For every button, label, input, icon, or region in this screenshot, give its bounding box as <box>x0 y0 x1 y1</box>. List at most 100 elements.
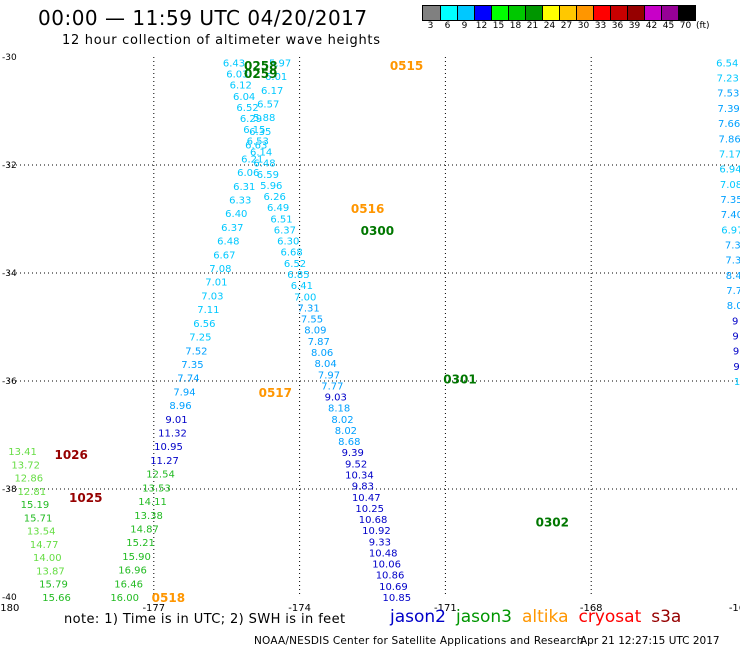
wave-height-value: 8.04 <box>314 359 336 370</box>
wave-height-value: 8.0 <box>727 301 740 312</box>
legend-swatch <box>661 6 678 20</box>
pass-time-label: 0516 <box>351 202 384 216</box>
wave-height-value: 6.56 <box>193 319 215 330</box>
wave-height-value: 6.40 <box>225 209 247 220</box>
wave-height-value: 7.08 <box>209 264 231 275</box>
wave-height-value: 5.97 <box>269 58 291 69</box>
wave-height-value: 6.35 <box>249 127 271 138</box>
wave-height-value: 6.01 <box>265 72 287 83</box>
wave-height-value: 8.02 <box>331 415 353 426</box>
pass-time-label: 0259 <box>244 67 277 81</box>
wave-height-value: 6.67 <box>213 250 235 261</box>
wave-height-value: 6.59 <box>257 170 279 181</box>
wave-height-value: 6.57 <box>257 100 279 111</box>
legend-label: 15 <box>492 21 505 31</box>
longitude-tick-label: -180 <box>0 603 19 614</box>
pass-time-label: 1026 <box>54 448 87 462</box>
wave-height-value: 16.00 <box>110 593 139 604</box>
legend-swatch <box>593 6 610 20</box>
footnote: note: 1) Time is in UTC; 2) SWH is in fe… <box>64 612 346 627</box>
legend-swatch <box>576 6 593 20</box>
wave-height-value: 16.96 <box>118 566 147 577</box>
wave-height-value: 14.00 <box>33 553 62 564</box>
wave-height-value: 10.86 <box>376 571 405 582</box>
legend-swatch <box>525 6 542 20</box>
wave-height-value: 15.90 <box>122 552 151 563</box>
legend-swatch <box>474 6 491 20</box>
pass-time-label: 0302 <box>536 515 569 529</box>
legend-swatch <box>610 6 627 20</box>
legend-swatch <box>627 6 644 20</box>
pass-time-label: 0517 <box>259 386 292 400</box>
pass-time-label: 0301 <box>443 372 476 386</box>
wave-height-value: 6.54 <box>716 58 738 69</box>
wave-height-value: 7.39 <box>718 104 740 115</box>
wave-height-value: 6.51 <box>270 214 292 225</box>
wave-height-value: 6.94 <box>719 165 740 176</box>
wave-height-value: 7.03 <box>201 291 223 302</box>
legend-swatch <box>423 6 440 20</box>
satellite-altika: altika <box>522 607 569 627</box>
longitude-tick-label: -171 <box>434 603 457 614</box>
legend-swatch <box>508 6 525 20</box>
wave-height-value: 14.11 <box>138 497 167 508</box>
pass-time-label: 0258 <box>244 59 277 73</box>
wave-height-value: 6.33 <box>229 195 251 206</box>
wave-height-value: 15.79 <box>39 580 68 591</box>
wave-height-value: 14.87 <box>130 524 159 535</box>
wave-height-value: 7.31 <box>297 303 319 314</box>
wave-height-value: 10.25 <box>355 504 384 515</box>
longitude-tick-label: -16 <box>729 603 740 614</box>
wave-height-value: 9.33 <box>369 537 391 548</box>
legend-label: 9 <box>461 21 468 31</box>
wave-height-value: 6.53 <box>247 136 269 147</box>
latitude-tick-label: -40 <box>2 593 17 603</box>
wave-height-value: 6.26 <box>264 192 286 203</box>
wave-height-value: 6.37 <box>274 225 296 236</box>
legend-label: 39 <box>628 21 641 31</box>
wave-height-value: 7.01 <box>205 278 227 289</box>
pass-time-label: 0515 <box>390 59 423 73</box>
legend-label: 6 <box>444 21 451 31</box>
pass-time-label: 0518 <box>152 591 185 605</box>
wave-height-value: 7.35 <box>181 360 203 371</box>
wave-height-value: 8.4 <box>726 271 740 282</box>
longitude-tick-label: -168 <box>580 603 603 614</box>
timestamp: Apr 21 12:27:15 UTC 2017 <box>580 635 720 647</box>
wave-height-value: 7.40 <box>721 210 740 221</box>
wave-height-value: 6.68 <box>281 248 303 259</box>
wave-height-value: 10.69 <box>379 582 408 593</box>
wave-height-value: 7.97 <box>318 370 340 381</box>
legend-swatch <box>644 6 661 20</box>
wave-height-value: 15.71 <box>24 513 53 524</box>
wave-height-value: 10.92 <box>362 526 391 537</box>
wave-height-value: 8.68 <box>338 437 360 448</box>
wave-height-value: 15.66 <box>42 593 71 604</box>
wave-height-value: 7.53 <box>717 89 739 100</box>
wave-height-value: 15.19 <box>21 500 50 511</box>
satellite-legend: jason2 jason3 altika cryosat s3a <box>390 607 691 627</box>
wave-height-value: 7.66 <box>718 119 740 130</box>
legend-label: 36 <box>611 21 624 31</box>
wave-height-value: 9.03 <box>325 393 347 404</box>
color-legend-labels: 3 6 9 12 15 18 21 24 27 30 33 36 39 42 45 70 (ft) <box>422 21 710 31</box>
wave-height-value: 6.52 <box>236 103 258 114</box>
wave-height-value: 8.18 <box>328 404 350 415</box>
pass-time-label: 0300 <box>361 224 394 238</box>
wave-height-value: 6.03 <box>226 70 248 81</box>
wave-height-value: 7.77 <box>321 381 343 392</box>
wave-height-value: 6.41 <box>291 281 313 292</box>
wave-height-value: 11.32 <box>158 429 187 440</box>
wave-height-value: 9 <box>732 331 738 342</box>
wave-height-value: 7.08 <box>720 180 740 191</box>
color-legend <box>422 5 696 21</box>
wave-height-value: 8.06 <box>311 348 333 359</box>
wave-height-value: 6.37 <box>221 223 243 234</box>
wave-height-value: 9 <box>733 347 739 358</box>
wave-height-value: 6.06 <box>237 168 259 179</box>
map-subtitle: 12 hour collection of altimeter wave hei… <box>62 33 381 48</box>
wave-height-value: 6.30 <box>277 237 299 248</box>
legend-swatch <box>678 6 695 20</box>
latitude-tick-label: -30 <box>2 53 17 63</box>
wave-height-value: 6.14 <box>250 148 272 159</box>
